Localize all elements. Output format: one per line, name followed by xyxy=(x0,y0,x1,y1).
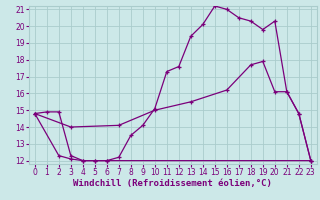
X-axis label: Windchill (Refroidissement éolien,°C): Windchill (Refroidissement éolien,°C) xyxy=(73,179,272,188)
